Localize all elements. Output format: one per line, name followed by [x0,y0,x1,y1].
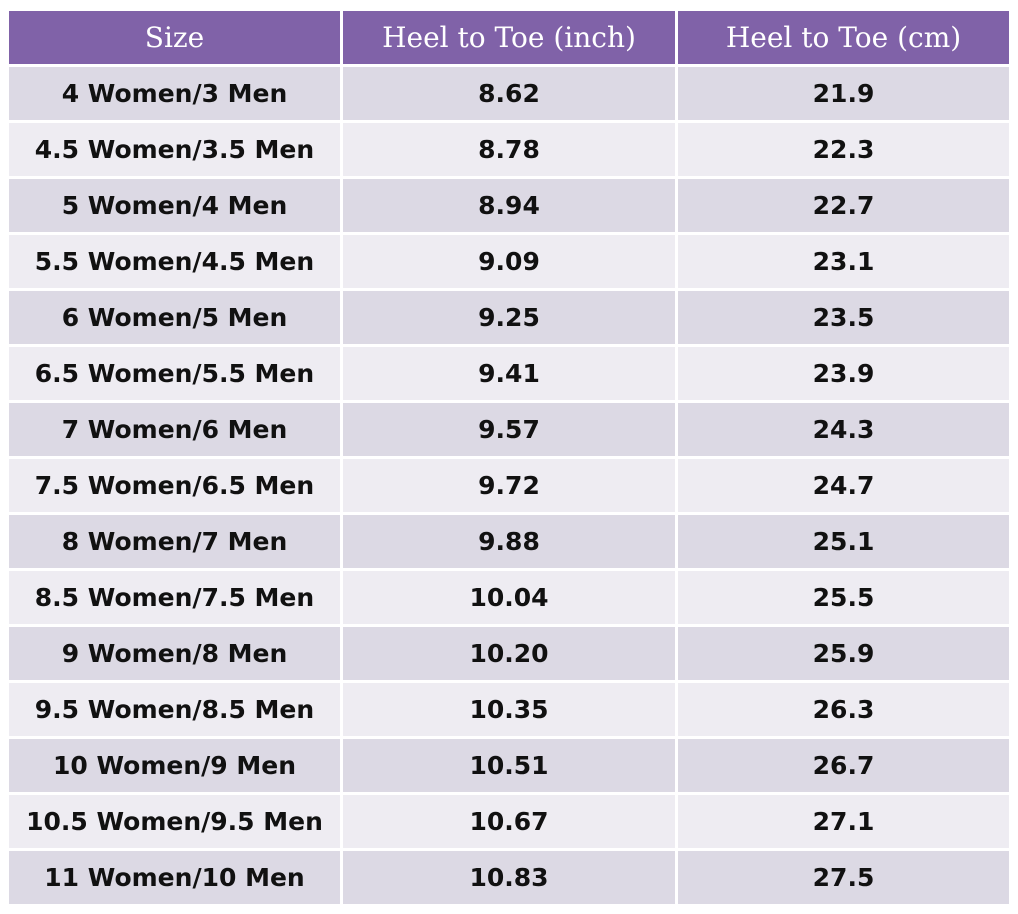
table-row: 10.5 Women/9.5 Men 10.67 27.1 [9,795,1009,848]
table-row: 4 Women/3 Men 8.62 21.9 [9,67,1009,120]
heel-to-toe-cm-cell: 24.7 [678,459,1009,512]
size-cell: 10 Women/9 Men [9,739,340,792]
heel-to-toe-cm-cell: 21.9 [678,67,1009,120]
size-cell: 7.5 Women/6.5 Men [9,459,340,512]
heel-to-toe-cm-cell: 26.3 [678,683,1009,736]
size-cell: 6 Women/5 Men [9,291,340,344]
heel-to-toe-cm-cell: 27.1 [678,795,1009,848]
table-row: 7.5 Women/6.5 Men 9.72 24.7 [9,459,1009,512]
table-row: 6 Women/5 Men 9.25 23.5 [9,291,1009,344]
heel-to-toe-inch-cell: 9.41 [343,347,675,400]
heel-to-toe-inch-cell: 8.62 [343,67,675,120]
size-chart-table: Size Heel to Toe (inch) Heel to Toe (cm)… [6,8,1012,907]
heel-to-toe-cm-cell: 25.5 [678,571,1009,624]
size-cell: 9 Women/8 Men [9,627,340,680]
table-row: 7 Women/6 Men 9.57 24.3 [9,403,1009,456]
heel-to-toe-inch-cell: 9.72 [343,459,675,512]
size-cell: 5.5 Women/4.5 Men [9,235,340,288]
header-heel-to-toe-inch: Heel to Toe (inch) [343,11,675,64]
heel-to-toe-inch-cell: 9.57 [343,403,675,456]
table-row: 6.5 Women/5.5 Men 9.41 23.9 [9,347,1009,400]
size-cell: 7 Women/6 Men [9,403,340,456]
size-cell: 11 Women/10 Men [9,851,340,904]
heel-to-toe-cm-cell: 26.7 [678,739,1009,792]
heel-to-toe-inch-cell: 10.67 [343,795,675,848]
heel-to-toe-cm-cell: 22.7 [678,179,1009,232]
table-row: 8.5 Women/7.5 Men 10.04 25.5 [9,571,1009,624]
heel-to-toe-cm-cell: 25.1 [678,515,1009,568]
heel-to-toe-cm-cell: 22.3 [678,123,1009,176]
heel-to-toe-inch-cell: 10.20 [343,627,675,680]
table-row: 9.5 Women/8.5 Men 10.35 26.3 [9,683,1009,736]
heel-to-toe-cm-cell: 23.5 [678,291,1009,344]
heel-to-toe-inch-cell: 10.35 [343,683,675,736]
table-row: 5 Women/4 Men 8.94 22.7 [9,179,1009,232]
size-cell: 10.5 Women/9.5 Men [9,795,340,848]
size-cell: 4 Women/3 Men [9,67,340,120]
size-cell: 9.5 Women/8.5 Men [9,683,340,736]
heel-to-toe-inch-cell: 9.88 [343,515,675,568]
table-row: 9 Women/8 Men 10.20 25.9 [9,627,1009,680]
heel-to-toe-inch-cell: 9.25 [343,291,675,344]
heel-to-toe-inch-cell: 9.09 [343,235,675,288]
size-cell: 6.5 Women/5.5 Men [9,347,340,400]
heel-to-toe-cm-cell: 25.9 [678,627,1009,680]
heel-to-toe-inch-cell: 8.94 [343,179,675,232]
table-row: 11 Women/10 Men 10.83 27.5 [9,851,1009,904]
heel-to-toe-cm-cell: 24.3 [678,403,1009,456]
header-row: Size Heel to Toe (inch) Heel to Toe (cm) [9,11,1009,64]
header-size: Size [9,11,340,64]
table-row: 8 Women/7 Men 9.88 25.1 [9,515,1009,568]
heel-to-toe-cm-cell: 23.9 [678,347,1009,400]
heel-to-toe-inch-cell: 8.78 [343,123,675,176]
heel-to-toe-cm-cell: 23.1 [678,235,1009,288]
heel-to-toe-inch-cell: 10.83 [343,851,675,904]
size-cell: 8 Women/7 Men [9,515,340,568]
table-row: 4.5 Women/3.5 Men 8.78 22.3 [9,123,1009,176]
size-cell: 8.5 Women/7.5 Men [9,571,340,624]
header-heel-to-toe-cm: Heel to Toe (cm) [678,11,1009,64]
size-cell: 4.5 Women/3.5 Men [9,123,340,176]
heel-to-toe-inch-cell: 10.04 [343,571,675,624]
table-header: Size Heel to Toe (inch) Heel to Toe (cm) [9,11,1009,64]
table-row: 5.5 Women/4.5 Men 9.09 23.1 [9,235,1009,288]
size-cell: 5 Women/4 Men [9,179,340,232]
table-row: 10 Women/9 Men 10.51 26.7 [9,739,1009,792]
table-body: 4 Women/3 Men 8.62 21.9 4.5 Women/3.5 Men 8.… [9,67,1009,904]
heel-to-toe-cm-cell: 27.5 [678,851,1009,904]
heel-to-toe-inch-cell: 10.51 [343,739,675,792]
